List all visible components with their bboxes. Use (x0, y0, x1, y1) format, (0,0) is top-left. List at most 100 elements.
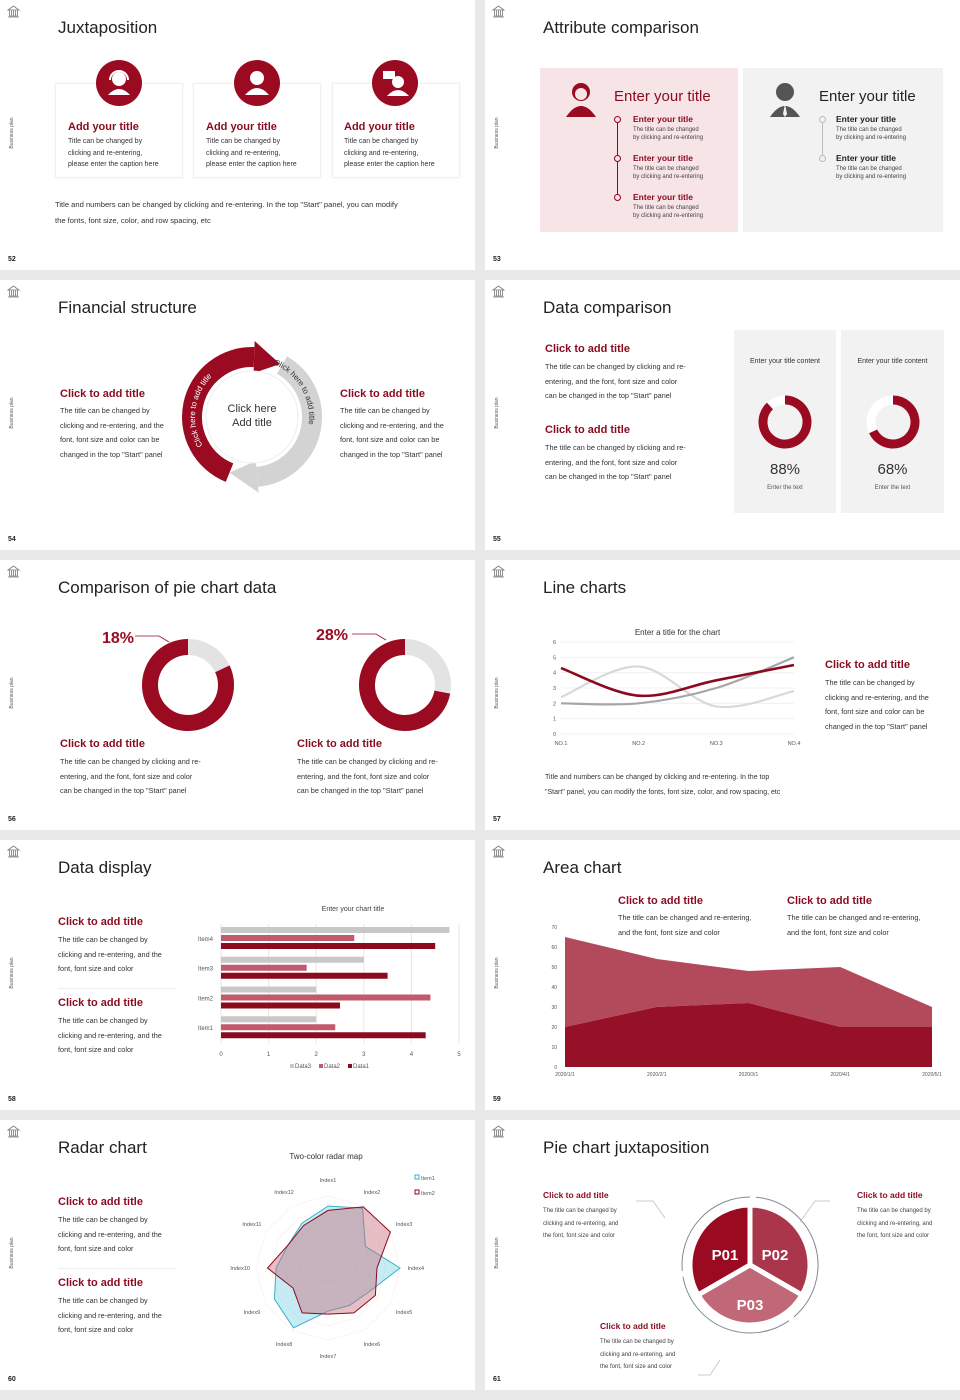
slide-60[interactable]: Radar chart Click to add title The title… (0, 1120, 475, 1390)
pie-label: 28% (316, 627, 349, 644)
y-tick-label: 0 (554, 1065, 557, 1071)
block-body: The title can be changed by clicking and… (857, 1208, 933, 1239)
slide-57[interactable]: Line charts Enter a title for the chart 0… (485, 560, 960, 830)
donut-fill (142, 639, 234, 731)
bank-logo-icon (7, 845, 20, 858)
legend-swatch (348, 1064, 352, 1068)
x-tick-label: 2020/4/1 (831, 1072, 851, 1078)
axis-label: Index8 (276, 1342, 293, 1348)
side-label: Business plan (9, 117, 15, 149)
axis-label: Index11 (242, 1222, 261, 1228)
item-title: Enter your title (836, 114, 896, 124)
segment-label: P03 (737, 1297, 764, 1314)
timeline-dot (614, 194, 621, 201)
slide-61[interactable]: Pie chart juxtaposition P01 P02 P03 Click … (485, 1120, 960, 1390)
cycle-center-text[interactable]: Click here Add title (227, 403, 277, 429)
slide-52[interactable]: Juxtaposition Add your title Add your ti… (0, 0, 475, 270)
side-label: Business plan (494, 397, 500, 429)
y-tick-label: 40 (551, 985, 557, 991)
block-title: Click to add title (340, 388, 425, 400)
pie-segment[interactable] (694, 1262, 806, 1328)
connector-line (698, 1359, 721, 1376)
item-body: The title can be changed by clicking and… (836, 166, 907, 180)
block-body: The title can be changed by clicking and… (825, 678, 929, 731)
segment-label: P02 (762, 1247, 789, 1264)
y-tick-label: 3 (553, 686, 556, 692)
block-title: Click to add title (60, 388, 145, 400)
slide-54[interactable]: Financial structure Click to add title T… (0, 280, 475, 550)
bank-logo-icon (7, 5, 20, 18)
block-body: The title can be changed by clicking and… (545, 443, 686, 481)
radar-series (266, 1206, 391, 1315)
y-tick-label: 10 (551, 1045, 557, 1051)
y-tick-label: 2 (553, 701, 556, 707)
slide-53[interactable]: Attribute comparison Enter your title En… (485, 0, 960, 270)
page-number: 59 (493, 1096, 501, 1103)
line-series (560, 665, 795, 709)
timeline-line (821, 120, 823, 159)
page-number: 54 (8, 536, 16, 543)
x-tick-label: NO.2 (632, 741, 645, 747)
timeline-dot (819, 155, 826, 162)
page-number: 61 (493, 1376, 501, 1383)
donut-chart (866, 395, 920, 449)
stat-card-2: Enter your title content 68% Enter the t… (841, 330, 944, 513)
radar-grid (270, 1210, 386, 1326)
y-tick-label: 20 (551, 1025, 557, 1031)
axis-label: Index10 (230, 1266, 250, 1272)
x-tick-label: 2020/1/1 (555, 1072, 575, 1078)
x-tick-label: 2020/3/1 (739, 1072, 759, 1078)
bank-logo-icon (492, 565, 505, 578)
block-title: Click to add title (545, 424, 630, 436)
page-number: 56 (8, 816, 16, 823)
legend-label: Data1 (353, 1064, 370, 1070)
callout-line (135, 635, 170, 643)
donut-chart (359, 639, 451, 731)
card-title: Add your title (206, 121, 277, 133)
block-title: Click to add title (543, 1190, 609, 1200)
card-title: Add your title (344, 121, 415, 133)
slide-55[interactable]: Data comparison Click to add title The t… (485, 280, 960, 550)
block-body: The title can be changed by clicking and… (58, 935, 162, 973)
block-body: The title can be changed by clicking and… (543, 1208, 619, 1239)
timeline-dot (614, 155, 621, 162)
stat-sub: Enter the text (767, 485, 803, 491)
x-tick-label: 0 (219, 1052, 223, 1058)
x-tick-label: 2020/2/1 (647, 1072, 667, 1078)
slide-56[interactable]: Comparison of pie chart data 18% 28% Cli… (0, 560, 475, 830)
stat-value: 68% (877, 461, 908, 478)
slide-58[interactable]: Data display Click to add title The titl… (0, 840, 475, 1110)
timeline-dot (819, 116, 826, 123)
axis-label: Index7 (320, 1354, 337, 1360)
x-tick-label: 5 (457, 1052, 461, 1058)
block-body: The title can be changed by clicking and… (545, 362, 686, 400)
donut-fill (758, 395, 812, 449)
person-icon (234, 60, 280, 106)
bank-logo-icon (492, 845, 505, 858)
y-tick-label: 30 (551, 1005, 557, 1011)
segment-label: P01 (712, 1247, 739, 1264)
block-body: The title can be changed by clicking and… (340, 406, 444, 459)
bank-logo-icon (492, 1125, 505, 1138)
block-body: The title can be changed by clicking and… (58, 1215, 162, 1253)
gray-panel (743, 68, 943, 232)
block-body: The title can be changed by clicking and… (297, 757, 438, 795)
page-number: 57 (493, 816, 501, 823)
bar (221, 972, 388, 979)
bank-logo-icon (492, 285, 505, 298)
legend-label: Data3 (295, 1064, 312, 1070)
bar (221, 994, 431, 1001)
page-number: 53 (493, 256, 501, 263)
male-person-icon (770, 83, 800, 117)
slide-59[interactable]: Area chart 0 10 20 30 40 50 60 70 2020/1/1 2020/2… (485, 840, 960, 1110)
block-body: The title can be changed and re-entering… (787, 913, 921, 937)
y-tick-label: 60 (551, 945, 557, 951)
item-body: The title can be changed by clicking and… (633, 166, 704, 180)
slide-title: Data display (58, 858, 152, 877)
chart-title: Two-color radar map (289, 1152, 363, 1161)
segmented-pie: P01 P02 P03 (636, 1196, 830, 1376)
axis-label: Index3 (396, 1222, 413, 1228)
item-body: The title can be changed by clicking and… (633, 127, 704, 141)
bar (221, 943, 436, 949)
connector-line (799, 1200, 830, 1223)
